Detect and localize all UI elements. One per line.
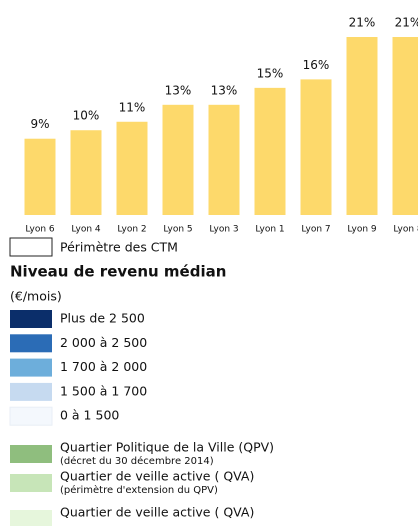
value-label: 10% (73, 109, 100, 123)
income-label: 1 700 à 2 000 (60, 359, 147, 374)
income-label: Plus de 2 500 (60, 311, 145, 326)
x-tick-label: Lyon 5 (163, 225, 192, 235)
x-tick-label: Lyon 4 (71, 225, 101, 235)
legend-unit: (€/mois) (10, 289, 62, 304)
x-tick-label: Lyon 3 (209, 225, 238, 235)
perimeter-label: Périmètre des CTM (60, 240, 178, 255)
zone-swatch (10, 445, 52, 463)
income-label: 1 500 à 1 700 (60, 383, 147, 398)
zone-note: (décret du 30 décembre 2014) (60, 455, 214, 467)
value-label: 11% (119, 100, 146, 114)
value-label: 16% (303, 58, 330, 72)
bar (71, 130, 102, 215)
bar (117, 122, 148, 215)
bar (163, 105, 194, 215)
income-label: 2 000 à 2 500 (60, 335, 147, 350)
x-tick-label: Lyon 9 (347, 225, 377, 235)
x-tick-label: Lyon 1 (255, 225, 284, 235)
zone-label: Quartier de veille active ( QVA) (60, 469, 254, 484)
value-label: 21% (395, 16, 418, 30)
perimeter-swatch (10, 238, 52, 256)
income-swatch (10, 383, 52, 401)
bar (347, 37, 378, 215)
zone-label: Quartier Politique de la Ville (QPV) (60, 440, 274, 455)
bar (301, 79, 332, 215)
value-label: 9% (30, 117, 49, 131)
bar (209, 105, 240, 215)
income-label: 0 à 1 500 (60, 408, 119, 423)
bar (393, 37, 418, 215)
income-swatch (10, 407, 52, 425)
zone-label: Quartier de veille active ( QVA) (60, 505, 254, 520)
legend-title: Niveau de revenu médian (10, 263, 226, 281)
x-tick-label: Lyon 8 (393, 225, 418, 235)
value-label: 15% (257, 66, 284, 80)
income-swatch (10, 359, 52, 377)
x-tick-label: Lyon 2 (117, 225, 146, 235)
value-label: 21% (349, 16, 376, 30)
x-tick-label: Lyon 6 (25, 225, 55, 235)
x-tick-label: Lyon 7 (301, 225, 330, 235)
value-label: 13% (165, 83, 192, 97)
income-swatch (10, 310, 52, 328)
bar (25, 139, 56, 215)
bar (255, 88, 286, 215)
zone-swatch (10, 474, 52, 492)
zone-note: (périmètre d'extension du QPV) (60, 484, 218, 496)
zone-swatch (10, 510, 52, 526)
income-swatch (10, 334, 52, 352)
value-label: 13% (211, 83, 238, 97)
